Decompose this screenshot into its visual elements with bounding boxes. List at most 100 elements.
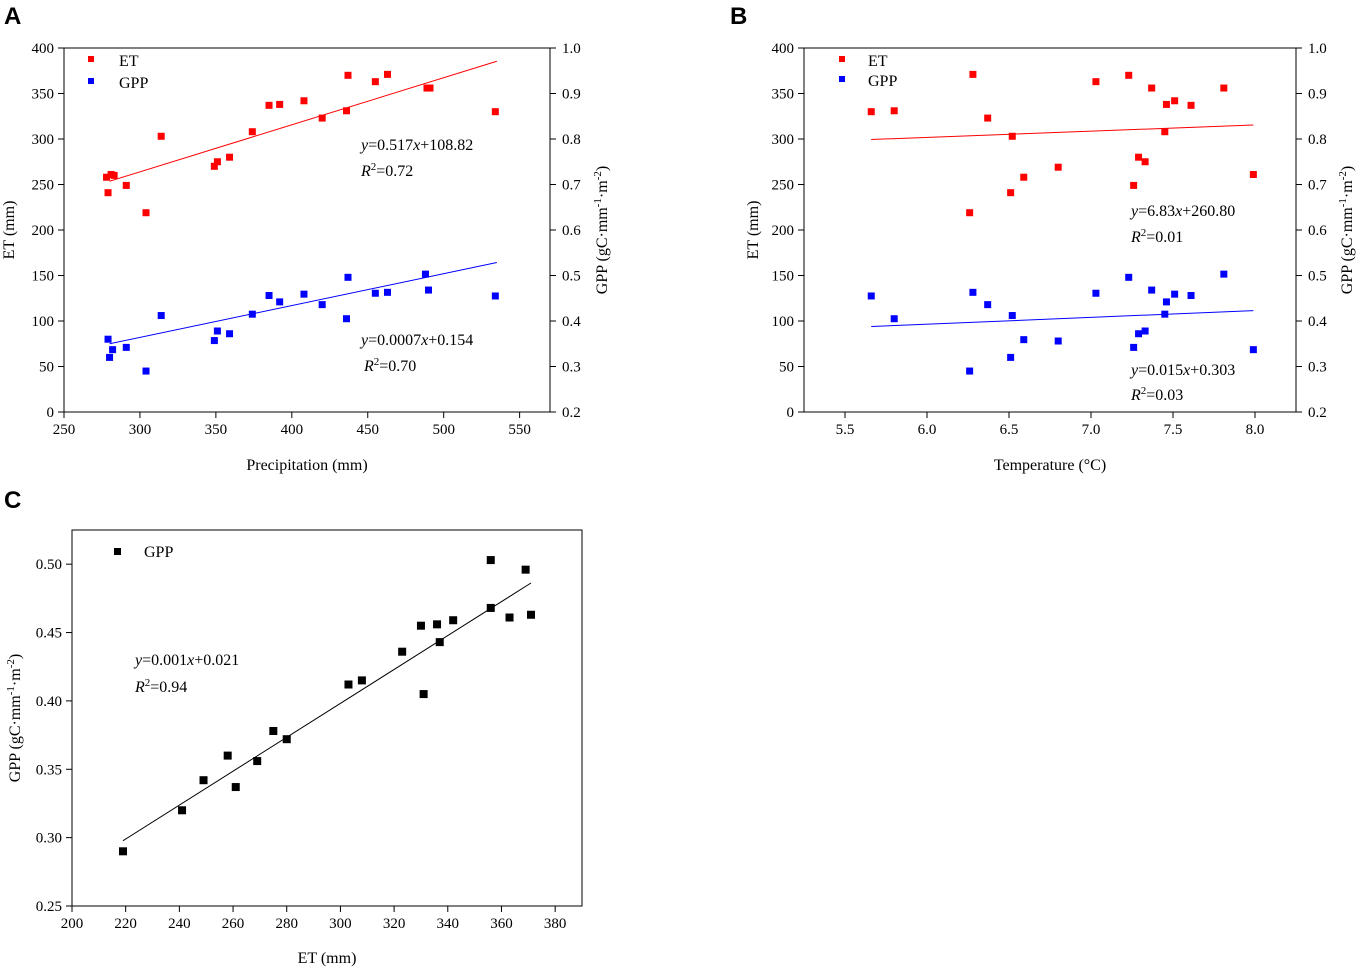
panel-a-right-y-axis: 0.2 0.3 0.4 0.5 0.6 0.7 0.8 0.9 1.0 <box>550 41 581 421</box>
panel-b-right-y-axis-label: GPP (gC·mm-1·m-2) <box>1337 166 1356 294</box>
x-tick-label: 400 <box>281 422 304 438</box>
data-point-gpp <box>1008 312 1016 320</box>
data-point-et <box>491 108 499 116</box>
data-point-et <box>966 209 974 217</box>
data-point-et <box>1125 71 1133 79</box>
data-point-et <box>210 162 218 170</box>
data-point-gpp <box>119 847 127 856</box>
data-point-gpp <box>223 751 232 760</box>
y-tick-label: 250 <box>32 178 55 194</box>
y-tick-label: 350 <box>32 87 55 103</box>
data-point-gpp <box>984 301 992 309</box>
data-point-gpp <box>344 273 352 281</box>
x-tick-label: 240 <box>168 916 191 932</box>
data-point-et <box>1130 181 1138 189</box>
y-tick-label: 0.8 <box>562 132 581 148</box>
data-point-et <box>1161 128 1169 136</box>
x-tick-label: 7.0 <box>1082 422 1101 438</box>
panel-b-left-y-axis: 0 50 100 150 200 250 300 350 400 <box>772 41 804 421</box>
y-tick-label: 0.3 <box>1308 360 1327 376</box>
data-point-gpp <box>231 783 240 792</box>
data-point-gpp <box>282 735 291 744</box>
data-point-et <box>213 158 221 166</box>
data-point-et <box>103 173 111 181</box>
x-tick-label: 250 <box>53 422 76 438</box>
fit-line-et <box>109 60 497 182</box>
y-tick-label: 0 <box>47 405 55 421</box>
data-point-gpp <box>486 556 495 565</box>
data-point-et <box>265 101 273 109</box>
y-tick-label: 1.0 <box>562 41 581 57</box>
y-tick-label: 0.6 <box>562 223 581 239</box>
data-point-et <box>104 189 112 197</box>
data-point-et <box>157 132 165 140</box>
data-point-gpp <box>371 289 379 297</box>
data-point-et <box>1141 158 1149 166</box>
legend-et-label: ET <box>868 53 888 70</box>
panel-a-gpp-fit-equation: y=0.0007x+0.154 <box>359 332 473 349</box>
panel-a-left-y-axis-label: ET (mm) <box>1 201 18 260</box>
x-tick-label: 450 <box>357 422 380 438</box>
data-point-gpp <box>178 806 187 815</box>
x-tick-label: 220 <box>114 916 137 932</box>
data-point-gpp <box>421 270 429 278</box>
x-tick-label: 7.5 <box>1164 422 1183 438</box>
data-point-gpp <box>342 315 350 323</box>
data-point-et <box>344 71 352 79</box>
data-point-et <box>1249 170 1257 178</box>
data-point-gpp <box>1187 292 1195 300</box>
data-point-et <box>226 153 234 161</box>
x-tick-label: 550 <box>508 422 531 438</box>
data-point-et <box>110 171 118 179</box>
data-point-et <box>1020 173 1028 181</box>
y-tick-label: 50 <box>779 360 794 376</box>
y-tick-label: 150 <box>32 269 55 285</box>
data-point-gpp <box>1125 273 1133 281</box>
y-tick-label: 0.50 <box>36 557 62 573</box>
data-point-gpp <box>398 647 407 656</box>
legend-gpp-label: GPP <box>144 544 173 561</box>
y-tick-label: 0.30 <box>36 831 62 847</box>
data-point-gpp <box>253 757 262 766</box>
y-tick-label: 100 <box>772 314 795 330</box>
data-point-gpp <box>248 310 256 318</box>
y-tick-label: 250 <box>772 178 795 194</box>
data-point-gpp <box>491 292 499 300</box>
panel-b-x-axis: 5.5 6.0 6.5 7.0 7.5 8.0 <box>836 412 1264 438</box>
data-point-et <box>1054 163 1062 171</box>
y-tick-label: 0.25 <box>36 899 62 915</box>
y-tick-label: 0.40 <box>36 694 62 710</box>
data-point-gpp <box>318 301 326 309</box>
x-tick-label: 300 <box>329 916 352 932</box>
panel-c-plot-frame <box>71 529 583 907</box>
data-point-gpp <box>433 620 442 629</box>
data-point-gpp <box>1054 337 1062 345</box>
panel-c-y-axis: 0.25 0.30 0.35 0.40 0.45 0.50 <box>36 557 72 915</box>
fit-line-gpp <box>122 582 532 842</box>
data-point-et <box>1220 84 1228 92</box>
x-tick-label: 500 <box>432 422 455 438</box>
panel-b-et-fit-equation: y=6.83x+260.80 <box>1129 203 1235 220</box>
y-tick-label: 0 <box>787 405 795 421</box>
data-point-gpp <box>199 776 208 785</box>
data-point-gpp <box>1135 330 1143 338</box>
y-tick-label: 0.4 <box>1308 314 1327 330</box>
data-point-gpp <box>1220 270 1228 278</box>
panel-b-right-y-axis: 0.2 0.3 0.4 0.5 0.6 0.7 0.8 0.9 1.0 <box>1296 41 1327 421</box>
data-point-et <box>276 100 284 108</box>
data-point-gpp <box>344 680 353 689</box>
data-point-gpp <box>122 343 130 351</box>
panel-c-y-axis-label: GPP (gC·mm-1·m-2) <box>5 654 24 782</box>
panel-c-fit-r2: R2=0.94 <box>134 677 187 696</box>
data-point-gpp <box>226 330 234 338</box>
data-point-et <box>122 181 130 189</box>
data-point-gpp <box>1007 353 1015 361</box>
y-tick-label: 0.35 <box>36 762 62 778</box>
data-point-gpp <box>449 616 458 625</box>
y-tick-label: 0.2 <box>1308 405 1327 421</box>
data-point-gpp <box>210 337 218 345</box>
y-tick-label: 0.45 <box>36 626 62 642</box>
panel-b-left-y-axis-label: ET (mm) <box>745 201 762 260</box>
data-point-et <box>1162 100 1170 108</box>
y-tick-label: 300 <box>772 132 795 148</box>
